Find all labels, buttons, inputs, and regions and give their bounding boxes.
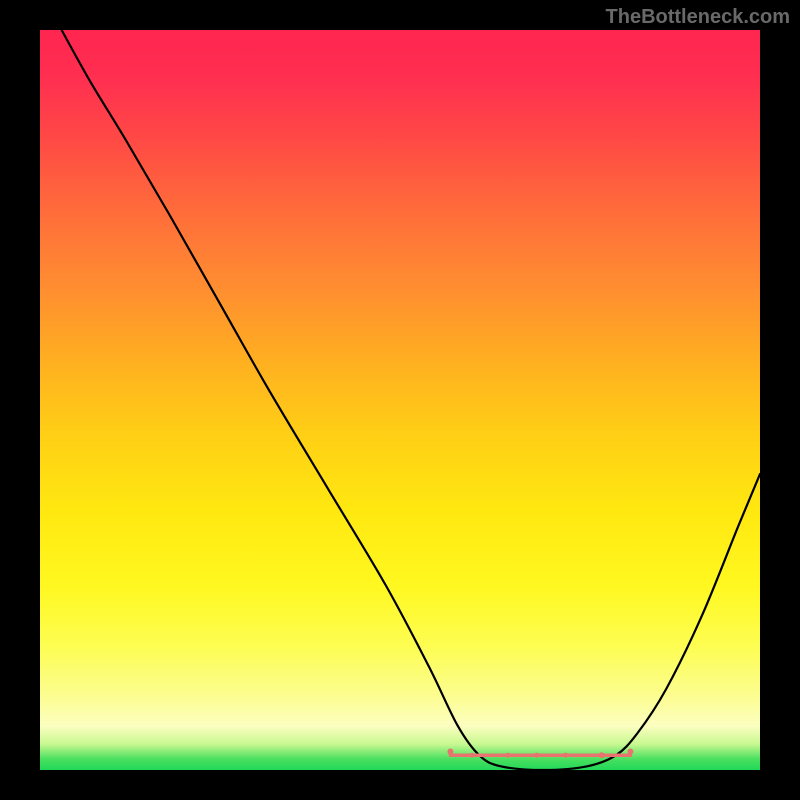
chart-container: TheBottleneck.com xyxy=(0,0,800,800)
watermark-text: TheBottleneck.com xyxy=(606,6,790,29)
chart-svg xyxy=(40,30,760,770)
optimal-dot xyxy=(447,749,453,755)
optimal-dot xyxy=(599,752,605,758)
chart-area xyxy=(40,30,760,770)
optimal-dot xyxy=(563,753,568,758)
gradient-background xyxy=(40,30,760,770)
optimal-dot xyxy=(470,753,475,758)
optimal-dot xyxy=(534,753,539,758)
optimal-dot xyxy=(627,749,633,755)
optimal-dot xyxy=(506,753,511,758)
